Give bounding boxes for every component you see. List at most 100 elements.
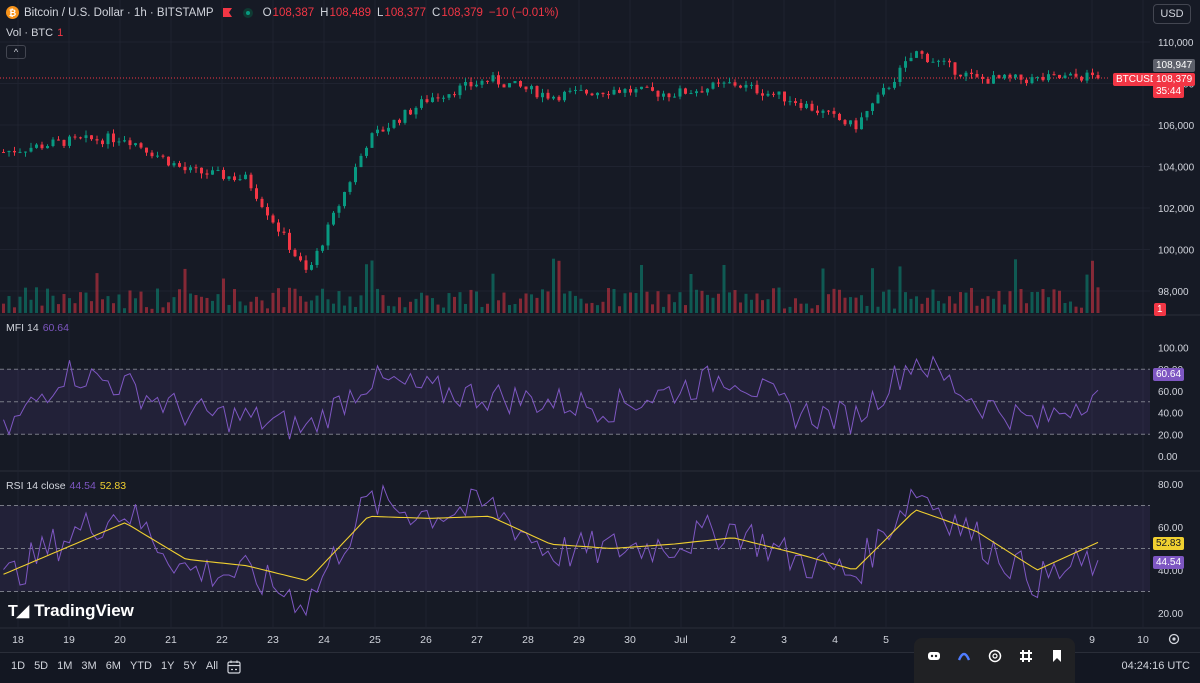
volume-bar — [502, 292, 506, 313]
volume-bar — [431, 298, 434, 313]
range-button-6m[interactable]: 6M — [105, 660, 121, 672]
volume-bar — [200, 296, 203, 313]
settings-icon[interactable] — [1167, 632, 1181, 646]
range-button-3m[interactable]: 3M — [81, 660, 97, 672]
candle-body — [1074, 73, 1078, 77]
bitcoin-icon: ₿ — [6, 6, 19, 19]
symbol-header[interactable]: ₿ Bitcoin / U.S. Dollar · 1h · BITSTAMP … — [6, 6, 565, 19]
candle-body — [937, 60, 940, 62]
rsi-legend[interactable]: RSI 14 close 44.54 52.83 — [6, 480, 126, 492]
rsi-ma-tag: 52.83 — [1153, 537, 1185, 550]
volume-bar — [172, 297, 176, 313]
range-button-ytd[interactable]: YTD — [129, 660, 152, 672]
candle-body — [585, 89, 588, 94]
candle-body — [266, 207, 269, 216]
time-tick-label: 27 — [471, 634, 483, 646]
volume-bar — [821, 268, 825, 313]
volume-bar — [722, 264, 726, 313]
candle-body — [1058, 74, 1061, 79]
range-button-5y[interactable]: 5Y — [183, 660, 197, 672]
candle-body — [640, 86, 643, 90]
candle-body — [684, 88, 687, 94]
candle-body — [678, 88, 682, 97]
time-tick-label: 2 — [730, 634, 736, 646]
candle-body — [326, 224, 330, 246]
chart-area[interactable]: 110,000108,000106,000104,000102,000100,0… — [0, 0, 1200, 652]
candle-body — [497, 75, 500, 85]
mfi-legend[interactable]: MFI 14 60.64 — [6, 322, 69, 334]
volume-bar — [238, 301, 242, 313]
candle-body — [398, 119, 401, 123]
candle-body — [365, 147, 368, 156]
volume-bar — [315, 295, 319, 313]
candle-body — [706, 88, 709, 93]
rsi-line — [3, 484, 1099, 617]
range-button-all[interactable]: All — [205, 660, 219, 672]
candle-body — [821, 110, 825, 113]
range-selector[interactable]: 1D 5D 1M 3M 6M YTD 1Y 5Y All — [11, 660, 227, 672]
arc-icon[interactable] — [956, 648, 972, 664]
collapse-legend-button[interactable]: ^ — [6, 45, 26, 59]
range-button-5d[interactable]: 5D — [34, 660, 49, 672]
volume-bar — [728, 292, 731, 313]
range-button-1m[interactable]: 1M — [57, 660, 73, 672]
range-button-1y[interactable]: 1Y — [160, 660, 175, 672]
range-button-1d[interactable]: 1D — [11, 660, 26, 672]
candle-body — [24, 151, 27, 153]
volume-bar — [1003, 304, 1006, 313]
volume-bar — [717, 293, 720, 313]
tradingview-logo[interactable]: T◢ TradingView — [8, 601, 134, 621]
utc-clock[interactable]: 04:24:16 UTC — [1121, 660, 1190, 672]
symbol-title[interactable]: Bitcoin / U.S. Dollar · 1h · BITSTAMP — [24, 6, 214, 19]
rsi-tick-label: 40.00 — [1158, 566, 1183, 577]
chart-canvas[interactable]: 110,000108,000106,000104,000102,000100,0… — [0, 0, 1200, 652]
candle-body — [469, 82, 473, 87]
volume-bar — [612, 288, 616, 313]
candle-body — [2, 151, 5, 153]
time-tick-label: 3 — [781, 634, 787, 646]
system-tray-popup — [914, 638, 1075, 683]
candle-body — [436, 97, 440, 99]
candle-body — [1085, 72, 1089, 81]
volume-legend[interactable]: Vol · BTC 1 — [6, 27, 63, 39]
candle-body — [200, 167, 203, 174]
calendar-icon[interactable] — [226, 659, 242, 675]
candle-body — [992, 75, 995, 84]
volume-bar — [145, 307, 148, 313]
candle-body — [832, 111, 836, 114]
volume-bar — [953, 303, 957, 313]
volume-bar — [574, 295, 577, 313]
price-tick-label: 98,000 — [1158, 287, 1189, 298]
slack-icon[interactable] — [1018, 648, 1034, 664]
candle-body — [1036, 76, 1039, 78]
candle-body — [860, 117, 863, 130]
openai-icon[interactable] — [987, 648, 1003, 664]
volume-bar — [810, 308, 814, 313]
price-tick-label: 100,000 — [1158, 246, 1195, 257]
volume-bar — [860, 295, 863, 313]
volume-bar — [348, 296, 352, 313]
mfi-tick-label: 100.00 — [1158, 344, 1189, 355]
discord-icon[interactable] — [926, 648, 942, 664]
volume-bar — [920, 303, 924, 313]
volume-bar — [766, 299, 770, 313]
bookmark-icon[interactable] — [1049, 648, 1065, 664]
volume-bar — [40, 305, 44, 313]
volume-bar — [134, 298, 137, 313]
currency-button[interactable]: USD — [1153, 4, 1191, 24]
volume-bar — [326, 299, 330, 313]
candle-body — [777, 91, 781, 95]
candle-body — [442, 97, 445, 99]
volume-bar — [387, 305, 390, 313]
volume-bar — [557, 260, 561, 313]
candle-body — [612, 89, 616, 95]
candle-body — [502, 84, 506, 88]
candle-body — [838, 113, 841, 121]
candle-body — [343, 191, 346, 207]
candle-body — [57, 139, 60, 141]
volume-bar — [189, 293, 192, 313]
mfi-value: 60.64 — [42, 322, 69, 334]
flag-icon[interactable] — [222, 7, 233, 18]
volume-bar — [288, 287, 291, 313]
volume-bar — [750, 299, 753, 313]
